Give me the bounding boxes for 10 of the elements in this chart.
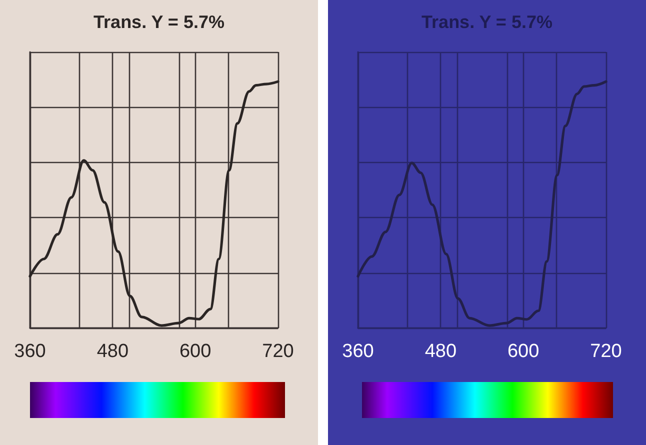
x-tick-label: 480 (424, 341, 457, 362)
x-tick-label: 720 (590, 341, 622, 362)
x-tick-label: 360 (342, 341, 374, 362)
chart-title: Trans. Y = 5.7% (94, 12, 224, 32)
chart-title: Trans. Y = 5.7% (422, 12, 552, 32)
x-tick-label: 600 (507, 341, 540, 362)
x-tick-label: 600 (179, 341, 212, 362)
x-tick-label: 360 (14, 341, 46, 362)
x-tick-label: 720 (262, 341, 294, 362)
x-tick-label: 480 (96, 341, 129, 362)
